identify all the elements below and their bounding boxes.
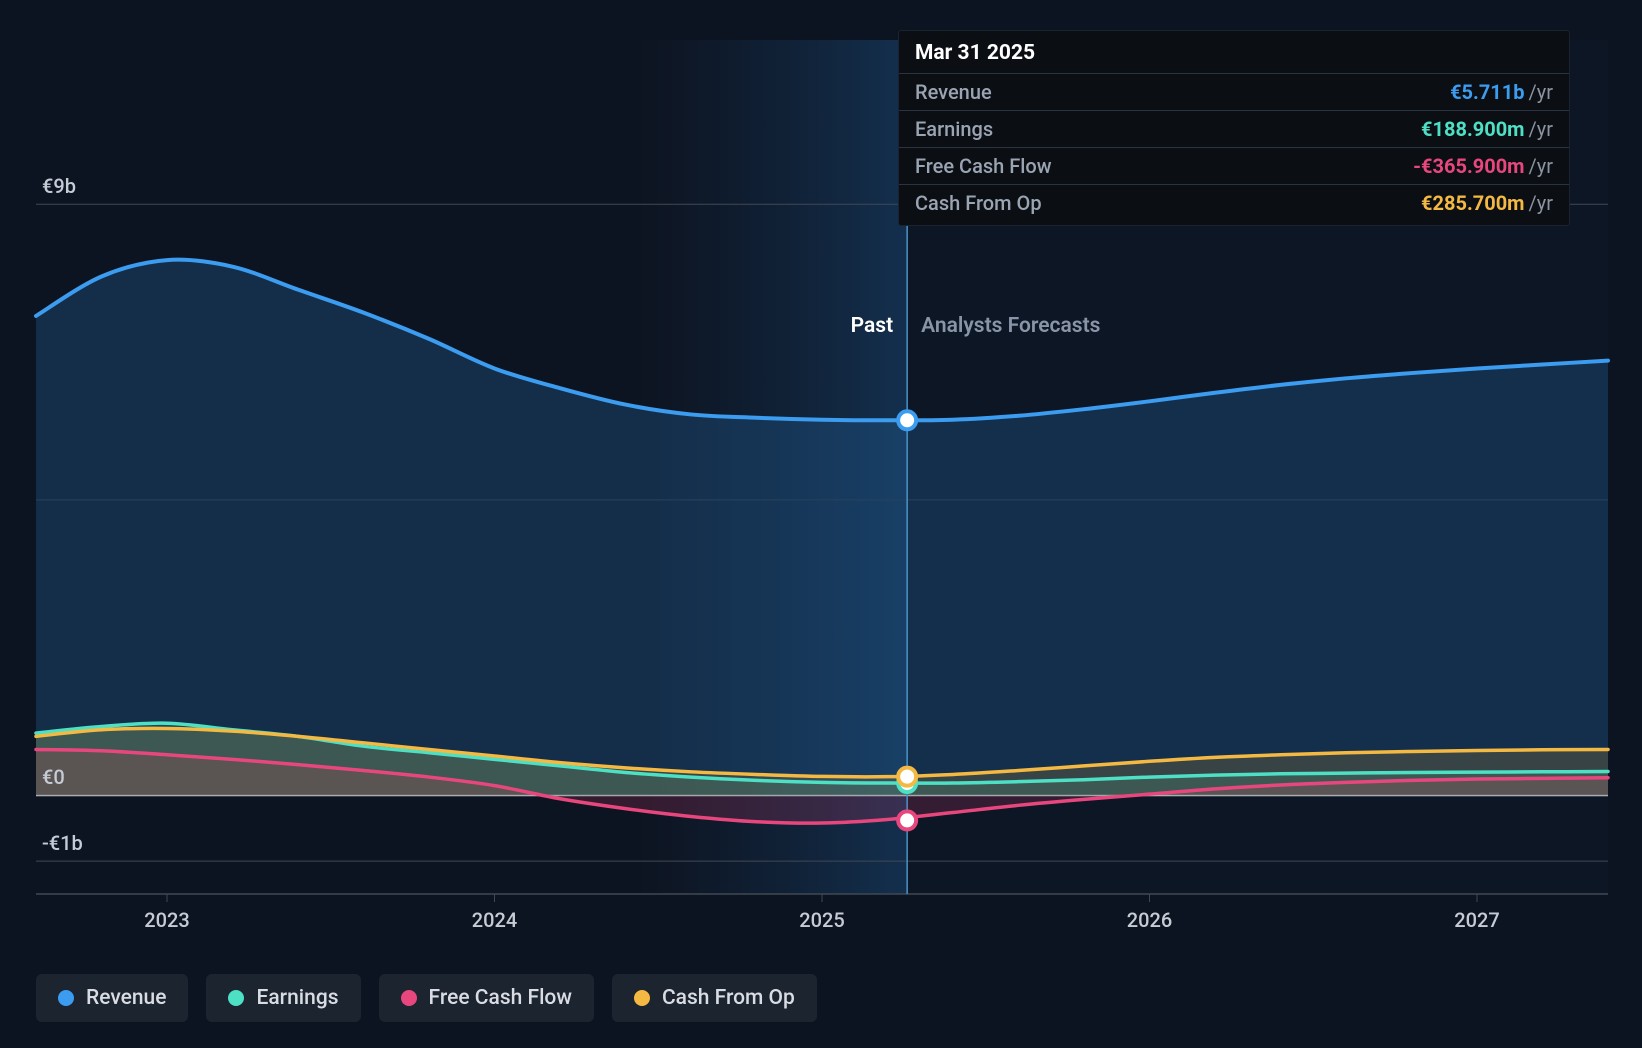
legend-item-revenue[interactable]: Revenue — [36, 974, 188, 1022]
tooltip-row-unit: /yr — [1529, 80, 1554, 104]
fcf-marker — [898, 811, 916, 829]
legend-label: Cash From Op — [662, 986, 795, 1010]
legend-dot-icon — [58, 990, 74, 1006]
y-axis-label: -€1b — [42, 831, 83, 855]
tooltip-row-revenue: Revenue €5.711b/yr — [899, 74, 1569, 111]
legend-label: Earnings — [256, 986, 338, 1010]
revenue-marker — [898, 411, 916, 429]
tooltip-row-value: -€365.900m — [1413, 154, 1524, 178]
tooltip-row-unit: /yr — [1529, 117, 1554, 141]
earnings-revenue-chart: Mar 31 2025 Revenue €5.711b/yr Earnings €18… — [0, 0, 1642, 1048]
tooltip-row-label: Earnings — [915, 117, 993, 141]
legend-item-cash-from-op[interactable]: Cash From Op — [612, 974, 817, 1022]
legend-item-earnings[interactable]: Earnings — [206, 974, 360, 1022]
tooltip-row-free-cash-flow: Free Cash Flow -€365.900m/yr — [899, 148, 1569, 185]
legend-label: Free Cash Flow — [429, 986, 572, 1010]
x-axis-label: 2025 — [799, 908, 844, 932]
legend-dot-icon — [634, 990, 650, 1006]
legend-dot-icon — [401, 990, 417, 1006]
legend-dot-icon — [228, 990, 244, 1006]
tooltip-row-value: €285.700m — [1421, 191, 1524, 215]
x-axis-label: 2027 — [1454, 908, 1499, 932]
tooltip-row-value: €5.711b — [1450, 80, 1524, 104]
data-tooltip: Mar 31 2025 Revenue €5.711b/yr Earnings €18… — [898, 30, 1570, 226]
legend-item-free-cash-flow[interactable]: Free Cash Flow — [379, 974, 594, 1022]
tooltip-row-label: Revenue — [915, 80, 992, 104]
tooltip-row-earnings: Earnings €188.900m/yr — [899, 111, 1569, 148]
y-axis-label: €9b — [42, 174, 76, 198]
y-axis-label: €0 — [42, 765, 65, 789]
forecast-label: Analysts Forecasts — [921, 314, 1100, 338]
tooltip-row-label: Free Cash Flow — [915, 154, 1052, 178]
tooltip-row-label: Cash From Op — [915, 191, 1042, 215]
x-axis-label: 2023 — [144, 908, 189, 932]
tooltip-row-unit: /yr — [1529, 154, 1554, 178]
tooltip-row-cash-from-op: Cash From Op €285.700m/yr — [899, 185, 1569, 225]
legend: Revenue Earnings Free Cash Flow Cash From O… — [36, 974, 817, 1022]
tooltip-title: Mar 31 2025 — [899, 31, 1569, 74]
cfo-marker — [898, 768, 916, 786]
past-label: Past — [851, 314, 894, 338]
legend-label: Revenue — [86, 986, 166, 1010]
x-axis-label: 2026 — [1127, 908, 1172, 932]
x-axis-label: 2024 — [472, 908, 517, 932]
tooltip-row-unit: /yr — [1529, 191, 1554, 215]
tooltip-row-value: €188.900m — [1421, 117, 1524, 141]
